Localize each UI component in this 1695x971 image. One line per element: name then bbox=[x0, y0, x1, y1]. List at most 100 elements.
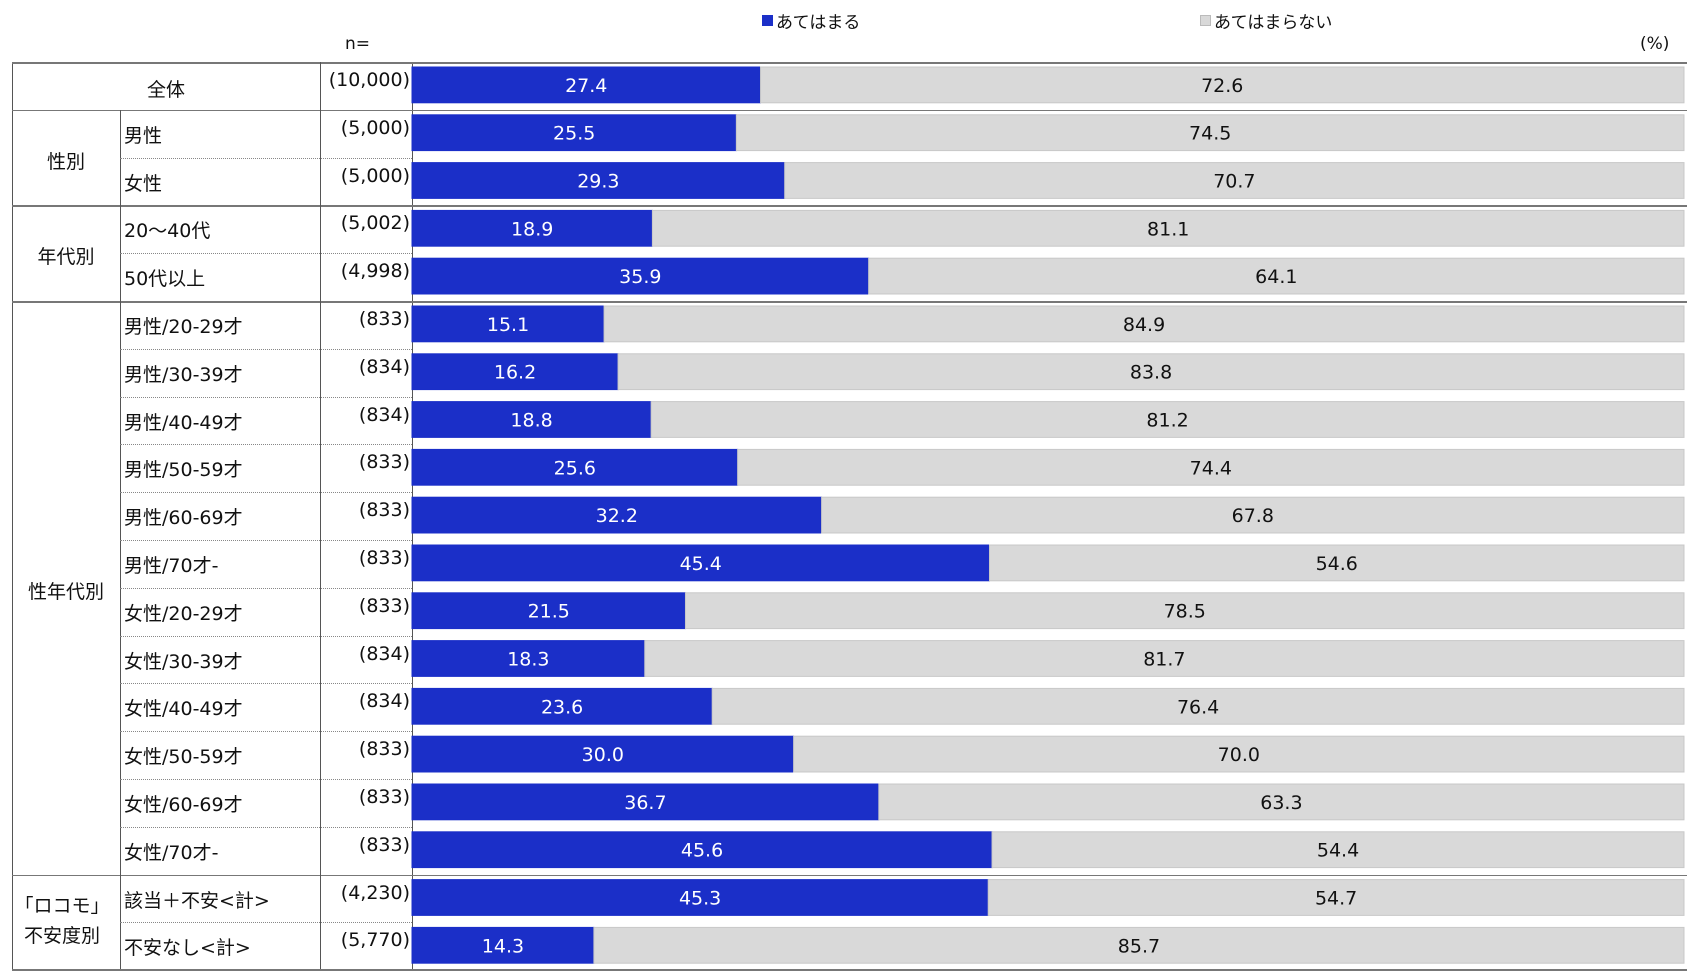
bar-agree bbox=[411, 687, 713, 725]
value-label-agree: 16.2 bbox=[494, 362, 536, 384]
value-label-disagree: 54.6 bbox=[1316, 553, 1358, 575]
row-divider bbox=[120, 396, 412, 398]
value-label-agree: 18.9 bbox=[511, 218, 553, 240]
value-label-disagree: 76.4 bbox=[1177, 696, 1219, 718]
group-label: 年代別 bbox=[37, 246, 95, 269]
value-label-agree: 30.0 bbox=[582, 744, 624, 766]
row-divider bbox=[120, 779, 412, 780]
n-header: n= bbox=[345, 34, 371, 54]
bar-agree bbox=[411, 496, 823, 534]
row-divider bbox=[120, 683, 412, 685]
bar-disagree bbox=[711, 687, 1685, 725]
bar-agree bbox=[411, 448, 739, 486]
row-label: 男性/40-49才 bbox=[124, 411, 243, 434]
row-divider bbox=[120, 587, 412, 589]
value-label-agree: 45.4 bbox=[680, 553, 722, 575]
row-n: (833) bbox=[358, 786, 410, 808]
legend-item-disagree: あてはまらない bbox=[1200, 8, 1332, 33]
group-divider bbox=[12, 301, 1687, 303]
row-label: 男性/30-39才 bbox=[124, 363, 243, 386]
row-n: (5,770) bbox=[340, 929, 410, 952]
bar-disagree bbox=[878, 783, 1685, 821]
value-label-agree: 45.3 bbox=[679, 888, 721, 910]
row-label: 50代以上 bbox=[124, 268, 206, 291]
group-label: 「ロコモ」不安度別 bbox=[14, 895, 110, 947]
row-label: 不安なし<計> bbox=[124, 937, 251, 960]
row-label: 男性 bbox=[124, 124, 163, 147]
value-label-agree: 27.4 bbox=[565, 75, 607, 97]
row-divider bbox=[120, 444, 412, 446]
frame-top bbox=[12, 62, 1687, 64]
bar-disagree bbox=[617, 353, 1685, 391]
bar-agree bbox=[411, 879, 989, 916]
value-label-agree: 14.3 bbox=[482, 935, 524, 957]
value-label-agree: 35.9 bbox=[619, 266, 661, 288]
row-label: 該当＋不安<計> bbox=[124, 889, 270, 912]
row-n: (833) bbox=[358, 499, 410, 522]
row-label: 女性/60-69才 bbox=[124, 794, 243, 816]
bar-disagree bbox=[868, 257, 1685, 295]
value-label-disagree: 74.5 bbox=[1189, 123, 1231, 145]
bar-disagree bbox=[987, 879, 1685, 916]
bar-disagree bbox=[650, 401, 1685, 438]
row-n: (833) bbox=[358, 594, 410, 617]
row-n: (833) bbox=[358, 308, 410, 330]
stacked-bar-chart: 27.4 72.6 25.5 74.5 29.3 70.7 18.9 81.1 35.9 64.1… bbox=[411, 66, 1685, 964]
row-divider bbox=[120, 492, 412, 494]
row-label: 女性/70才- bbox=[124, 841, 219, 864]
value-label-disagree: 54.4 bbox=[1317, 840, 1359, 862]
value-label-disagree: 83.8 bbox=[1130, 362, 1172, 384]
bar-disagree bbox=[644, 640, 1685, 677]
row-n: (5,002) bbox=[340, 212, 410, 235]
unit-label: (%) bbox=[1640, 34, 1670, 54]
value-label-disagree: 81.2 bbox=[1146, 410, 1188, 432]
row-label: 女性/40-49才 bbox=[124, 698, 243, 721]
value-label-disagree: 72.6 bbox=[1201, 75, 1243, 97]
legend-swatch-agree bbox=[762, 15, 773, 26]
row-n: (834) bbox=[358, 690, 410, 713]
row-divider bbox=[120, 635, 412, 637]
value-label-disagree: 63.3 bbox=[1260, 792, 1302, 814]
row-n: (5,000) bbox=[340, 116, 410, 139]
row-label: 女性/30-39才 bbox=[124, 650, 243, 673]
row-n: (833) bbox=[358, 833, 410, 856]
bar-disagree bbox=[684, 592, 1685, 630]
bar-disagree bbox=[737, 448, 1685, 486]
bar-agree bbox=[411, 353, 619, 391]
legend-swatch-disagree bbox=[1200, 15, 1211, 26]
row-divider bbox=[120, 348, 412, 350]
group-label: 全体 bbox=[146, 78, 185, 101]
bar-agree bbox=[411, 305, 605, 343]
row-divider bbox=[120, 157, 412, 159]
value-label-disagree: 67.8 bbox=[1232, 505, 1274, 527]
bar-disagree bbox=[991, 831, 1685, 869]
bar-disagree bbox=[793, 735, 1685, 773]
value-label-disagree: 74.4 bbox=[1190, 457, 1232, 479]
value-label-disagree: 70.7 bbox=[1213, 171, 1255, 193]
row-n: (834) bbox=[358, 403, 410, 426]
value-label-agree: 29.3 bbox=[577, 171, 619, 193]
bar-agree bbox=[411, 926, 595, 964]
value-label-agree: 25.5 bbox=[553, 123, 595, 145]
group-label: 性年代別 bbox=[27, 580, 104, 603]
n-col-sep bbox=[320, 62, 321, 971]
value-label-disagree: 64.1 bbox=[1255, 266, 1297, 288]
bar-agree bbox=[411, 640, 646, 677]
value-label-agree: 21.5 bbox=[528, 601, 570, 623]
row-label: 男性/50-59才 bbox=[124, 459, 243, 482]
group-divider bbox=[12, 205, 1687, 207]
row-divider bbox=[120, 826, 412, 828]
group-divider bbox=[12, 109, 1687, 112]
value-label-disagree: 54.7 bbox=[1315, 888, 1357, 910]
legend-item-agree: あてはまる bbox=[762, 8, 860, 33]
bar-disagree bbox=[735, 114, 1685, 152]
row-n: (834) bbox=[358, 355, 410, 378]
row-n: (833) bbox=[358, 547, 410, 569]
bar-disagree bbox=[760, 66, 1685, 104]
row-n: (834) bbox=[358, 642, 410, 665]
value-label-agree: 15.1 bbox=[487, 314, 529, 336]
bar-agree bbox=[411, 257, 870, 295]
value-label-agree: 23.6 bbox=[541, 696, 583, 718]
row-n: (4,230) bbox=[340, 881, 410, 904]
value-label-agree: 45.6 bbox=[681, 840, 723, 862]
